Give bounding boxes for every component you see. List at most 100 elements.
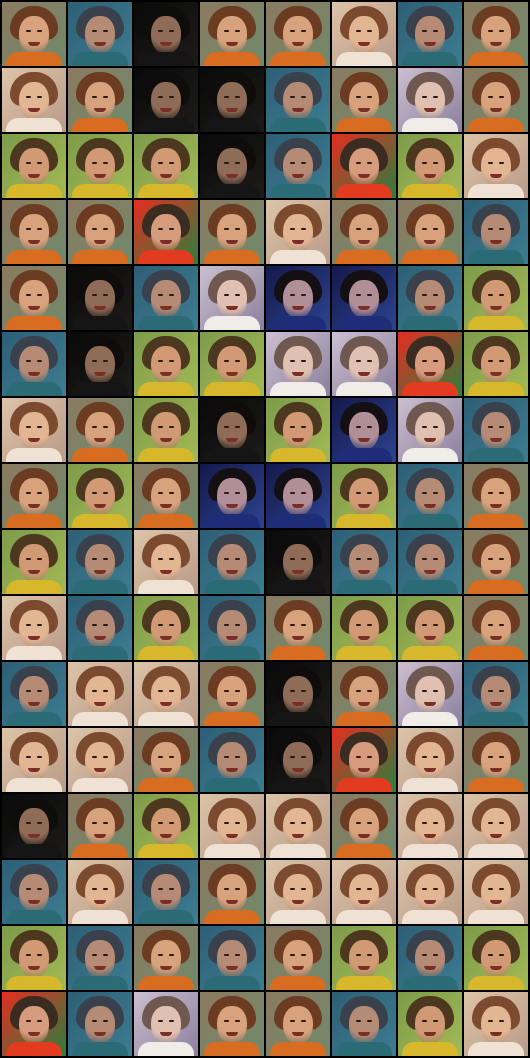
face-eye-left [224, 162, 229, 164]
face-thumbnail [68, 794, 132, 858]
face-eye-right [367, 822, 372, 824]
face-mouth [490, 834, 502, 838]
face-thumbnail [68, 662, 132, 726]
face-skin [349, 610, 379, 648]
face-mouth [424, 306, 436, 310]
face-image [2, 398, 66, 462]
face-clothing [138, 646, 194, 660]
face-skin [415, 544, 445, 582]
face-thumbnail [2, 266, 66, 330]
face-skin [151, 1006, 181, 1044]
face-image [266, 992, 330, 1056]
face-mouth [490, 900, 502, 904]
face-clothing [336, 514, 392, 528]
face-eye-right [367, 30, 372, 32]
face-clothing [336, 250, 392, 264]
face-skin [19, 808, 49, 846]
face-skin [19, 1006, 49, 1044]
face-image [200, 200, 264, 264]
face-eye-right [367, 624, 372, 626]
face-skin [283, 214, 313, 252]
face-clothing [6, 514, 62, 528]
face-thumbnail [464, 68, 528, 132]
face-image [2, 68, 66, 132]
face-thumbnail [68, 332, 132, 396]
face-eye-left [356, 888, 361, 890]
face-image [2, 728, 66, 792]
face-thumbnail [2, 464, 66, 528]
face-image [398, 596, 462, 660]
face-thumbnail [332, 794, 396, 858]
face-mouth [490, 1032, 502, 1036]
face-eye-right [169, 426, 174, 428]
face-eye-right [433, 1020, 438, 1022]
face-thumbnail [398, 794, 462, 858]
face-thumbnail [398, 662, 462, 726]
face-eye-right [235, 822, 240, 824]
face-skin [415, 280, 445, 318]
face-image [398, 266, 462, 330]
face-mouth [94, 834, 106, 838]
face-eye-right [235, 360, 240, 362]
face-thumbnail [134, 926, 198, 990]
face-image [68, 68, 132, 132]
face-clothing [402, 580, 458, 594]
face-clothing [6, 250, 62, 264]
face-image [266, 266, 330, 330]
face-image [68, 992, 132, 1056]
face-eye-right [103, 96, 108, 98]
face-thumbnail [398, 530, 462, 594]
face-mouth [28, 174, 40, 178]
face-skin [415, 940, 445, 978]
face-skin [151, 148, 181, 186]
face-thumbnail [68, 926, 132, 990]
face-thumbnail [134, 266, 198, 330]
face-image [464, 992, 528, 1056]
face-mouth [160, 768, 172, 772]
face-mouth [424, 174, 436, 178]
face-clothing [138, 448, 194, 462]
face-eye-right [499, 690, 504, 692]
face-clothing [72, 382, 128, 396]
face-eye-left [422, 492, 427, 494]
face-eye-left [290, 558, 295, 560]
face-thumbnail [200, 662, 264, 726]
face-image [68, 200, 132, 264]
face-mouth [292, 174, 304, 178]
face-skin [415, 346, 445, 384]
face-eye-right [235, 30, 240, 32]
face-eye-left [224, 228, 229, 230]
face-image [134, 662, 198, 726]
face-clothing [468, 184, 524, 198]
face-eye-right [37, 558, 42, 560]
face-image [68, 794, 132, 858]
face-image [332, 134, 396, 198]
face-thumbnail [2, 662, 66, 726]
face-eye-right [301, 558, 306, 560]
face-mouth [358, 174, 370, 178]
face-eye-right [169, 624, 174, 626]
face-image [200, 266, 264, 330]
face-skin [19, 544, 49, 582]
face-image [464, 728, 528, 792]
face-eye-right [169, 162, 174, 164]
face-clothing [402, 382, 458, 396]
face-mouth [292, 504, 304, 508]
face-eye-left [158, 360, 163, 362]
face-mouth [94, 900, 106, 904]
face-skin [349, 742, 379, 780]
face-eye-right [433, 492, 438, 494]
face-eye-left [488, 624, 493, 626]
face-clothing [270, 382, 326, 396]
face-image [134, 992, 198, 1056]
face-skin [19, 610, 49, 648]
face-eye-left [224, 756, 229, 758]
face-clothing [204, 118, 260, 132]
face-clothing [138, 712, 194, 726]
face-eye-right [169, 954, 174, 956]
face-image [266, 860, 330, 924]
face-clothing [336, 118, 392, 132]
face-mouth [424, 504, 436, 508]
face-mouth [94, 240, 106, 244]
face-clothing [72, 712, 128, 726]
